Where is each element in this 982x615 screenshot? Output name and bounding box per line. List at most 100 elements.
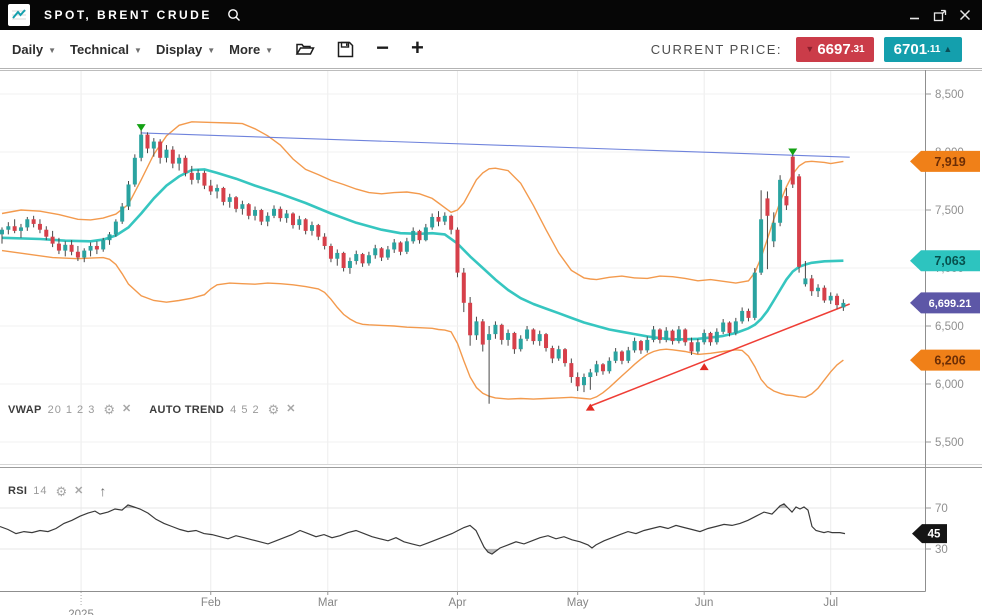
candle [341, 252, 346, 268]
candle [493, 324, 498, 335]
zoom-out-button[interactable]: − [376, 35, 389, 60]
candle [290, 213, 295, 226]
autotrend-indicator-name: AUTO TREND [149, 403, 225, 416]
candle [392, 242, 397, 250]
menu-display-label: Display [155, 41, 203, 57]
candle [765, 198, 770, 216]
bb-lower-badge-text: 6,206 [934, 354, 965, 368]
chart-logo-glyph [12, 9, 26, 20]
candle [259, 210, 264, 222]
candle [626, 350, 631, 361]
candle [531, 329, 536, 342]
bid-price-badge: ▼ 6697.31 [796, 36, 874, 62]
symbol-title: SPOT, BRENT CRUDE [44, 8, 212, 22]
candle [183, 157, 188, 173]
candle [487, 334, 492, 340]
month-tick-label: Jun [695, 597, 714, 609]
rsi-settings-gear-icon[interactable]: ⚙ [55, 483, 68, 499]
buy-marker-icon [699, 363, 709, 371]
menu-display[interactable]: Display ▼ [156, 42, 215, 57]
candle [215, 187, 220, 192]
candle [322, 236, 327, 246]
autotrend-remove-icon[interactable]: ✕ [286, 403, 296, 415]
candle [170, 149, 175, 164]
toolbar: Daily ▼ Technical ▼ Display ▼ More ▼ − + [0, 30, 982, 69]
candle [265, 215, 270, 222]
candle [676, 329, 681, 342]
save-button[interactable] [337, 41, 354, 58]
close-button[interactable] [958, 8, 972, 22]
floppy-disk-icon [337, 41, 354, 57]
month-tick-label: May [567, 597, 589, 609]
resistance-trendline [141, 132, 850, 158]
candle [746, 310, 751, 318]
rsi-value-badge [912, 524, 947, 544]
last-price-badge-text: 6,699.21 [929, 298, 972, 310]
candle [506, 332, 511, 340]
candle [455, 229, 460, 273]
candle [695, 342, 700, 352]
candle [82, 250, 87, 258]
open-folder-button[interactable] [295, 41, 315, 57]
candle [461, 272, 466, 303]
app-logo-icon[interactable] [8, 4, 30, 26]
candle [208, 185, 213, 192]
sell-marker-icon [136, 124, 146, 132]
rsi-remove-icon[interactable]: ✕ [74, 484, 84, 497]
candle [373, 248, 378, 256]
candle [771, 222, 776, 242]
axis-price-badges: 7,919 7,063 6,699.21 6,206 45 [910, 150, 980, 544]
zoom-in-button[interactable]: + [410, 35, 424, 60]
candle [651, 329, 656, 340]
vwap-indicator-name: VWAP [8, 403, 42, 416]
candle [835, 295, 840, 306]
candle [6, 226, 11, 230]
candle [778, 179, 783, 223]
bb-lower-badge [910, 349, 980, 371]
vwap-remove-icon[interactable]: ✕ [122, 403, 132, 415]
candle [670, 330, 675, 342]
price-tick-label: 7,500 [935, 205, 964, 217]
candle [708, 332, 713, 343]
candle [657, 329, 662, 340]
rsi-tick-label: 70 [935, 503, 948, 515]
search-icon[interactable] [226, 7, 242, 23]
candle [151, 141, 156, 149]
current-price-label: CURRENT PRICE: [650, 41, 782, 57]
candle [525, 329, 530, 339]
bb-upper-line [1, 121, 844, 284]
arrow-up-icon: ▲ [943, 44, 953, 54]
ask-price-dec: .11 [927, 43, 941, 55]
candle [740, 310, 745, 322]
candle [588, 372, 593, 378]
vwap-badge-text: 7,063 [934, 254, 965, 268]
menu-more[interactable]: More ▼ [229, 42, 273, 57]
candle [316, 225, 321, 237]
candles-layer [0, 129, 846, 404]
candle [664, 330, 669, 340]
autotrend-settings-gear-icon[interactable]: ⚙ [267, 402, 280, 417]
candle [721, 322, 726, 332]
candle [25, 219, 30, 228]
chevron-down-icon: ▼ [207, 45, 216, 55]
candle [126, 184, 131, 207]
candle [132, 157, 137, 185]
auto-trend-lines [141, 132, 850, 407]
vwap-line-layer [1, 168, 844, 341]
candle [44, 229, 49, 237]
menu-timeframe[interactable]: Daily ▼ [12, 42, 56, 57]
restore-window-button[interactable] [933, 8, 947, 22]
vwap-settings-gear-icon[interactable]: ⚙ [103, 402, 116, 417]
buy-marker-icon [585, 403, 595, 411]
menu-technical[interactable]: Technical ▼ [70, 42, 142, 57]
candle [196, 172, 201, 180]
rsi-move-up-arrow-icon[interactable]: ↑ [99, 483, 107, 499]
candle [69, 244, 74, 252]
minimize-button[interactable] [908, 8, 922, 22]
candle [31, 219, 36, 224]
candle [442, 215, 447, 222]
candle [544, 334, 549, 349]
current-price-zone: CURRENT PRICE: ▼ 6697.31 6701.11 ▲ [650, 36, 962, 62]
indicator-legend-main: VWAP 20 1 2 3 ⚙ ✕ AUTO TREND 4 5 2 ⚙ ✕ [8, 403, 296, 416]
